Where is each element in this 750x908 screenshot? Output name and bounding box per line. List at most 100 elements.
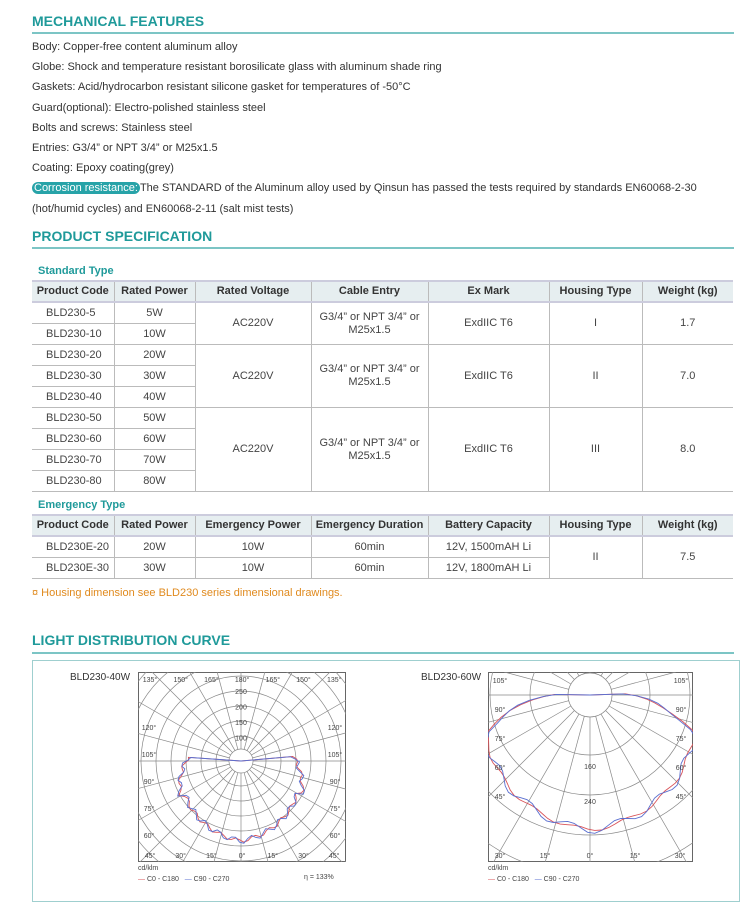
table-cell: G3/4” or NPT 3/4” or M25x1.5 [310, 407, 428, 492]
table-row: BLD230-80 80W [32, 470, 733, 492]
standard-table: Product Code Rated Power Rated Voltage Cabl… [32, 280, 733, 492]
chart-plot [488, 672, 693, 862]
grid-ray [251, 766, 346, 822]
table-cell: 10W [194, 557, 311, 579]
grid-ray [504, 672, 569, 690]
chart-name: BLD230-60W [421, 672, 482, 683]
column-header: Weight (kg) [641, 280, 733, 303]
grid-ray [608, 705, 693, 755]
angle-label: 90° [676, 706, 687, 714]
grid-ray [251, 700, 346, 756]
grid-ray [138, 701, 231, 756]
column-header: Weight (kg) [641, 514, 733, 537]
column-header: Housing Type [548, 280, 642, 303]
curve-c90-c270 [488, 693, 693, 834]
table-row: BLD230-40 40W [32, 386, 733, 408]
angle-label: 45° [145, 852, 156, 860]
feature-line: Gaskets: Acid/hydrocarbon resistant sili… [32, 81, 411, 94]
table-row: BLD230-60 60W [32, 428, 733, 450]
table-row: BLD230-70 70W [32, 449, 733, 471]
angle-label: 45° [495, 793, 506, 801]
table-cell: G3/4” or NPT 3/4” or M25x1.5 [310, 344, 428, 408]
column-header: Product Code [32, 280, 114, 303]
angle-label: 60° [495, 764, 506, 772]
angle-label: 75° [676, 735, 687, 743]
table-row: BLD230-20 20W AC220V G3/4” or NPT 3/4” or M… [32, 344, 733, 408]
feature-line: Bolts and screws: Stainless steel [32, 121, 193, 134]
table-cell: III [548, 407, 642, 492]
chart-plot [138, 672, 346, 862]
grid-ray [249, 769, 343, 862]
unit-label: cd/klm [488, 865, 509, 872]
spec-section: Standard Type Product Code Rated Power Rat… [32, 264, 733, 600]
corrosion-label: Corrosion resistance: [32, 182, 140, 194]
emergency-type-label: Emergency Type [38, 499, 126, 511]
table-row: BLD230-50 50W AC220V G3/4” or NPT 3/4” or M… [32, 407, 733, 492]
angle-label: 60° [144, 832, 155, 840]
table-cell: BLD230-60 [32, 428, 114, 450]
grid-ray [252, 732, 346, 759]
angle-label: 105° [328, 751, 343, 759]
table-cell: 20W [113, 536, 195, 558]
table-cell: 7.5 [641, 536, 733, 579]
angle-label: 180° [235, 676, 250, 684]
angle-label: 150° [296, 676, 311, 684]
grid-ray [139, 769, 233, 862]
table-cell: BLD230E-20 [32, 536, 114, 558]
spec-title: PRODUCT SPECIFICATION [32, 228, 213, 244]
divider [32, 247, 734, 249]
column-header: Rated Power [113, 280, 195, 303]
table-cell: ExdIIC T6 [427, 344, 549, 408]
angle-label: 15° [206, 852, 217, 860]
divider [32, 32, 734, 34]
grid-ray [249, 672, 331, 753]
table-cell: 20W [113, 344, 195, 366]
curve-c90-c270 [177, 756, 305, 844]
grid-ray [488, 705, 572, 755]
angle-label: 105° [674, 677, 689, 685]
legend-c0: C0 - C180 [496, 876, 529, 883]
angle-label: 30° [298, 852, 309, 860]
corrosion-line: Corrosion resistance: The STANDARD of the… [32, 182, 697, 194]
corrosion-text: The STANDARD of the Aluminum alloy used … [139, 182, 697, 194]
column-header: Cable Entry [310, 280, 428, 303]
grid-ray [600, 672, 604, 677]
grid-ray [608, 672, 631, 685]
angle-label: 90° [330, 778, 341, 786]
table-row: BLD230E-30 30W 10W 60min 12V, 1800mAH Li [32, 557, 733, 579]
angle-label: 30° [175, 852, 186, 860]
angle-label: 165° [204, 676, 219, 684]
grid-ray [216, 672, 239, 750]
angle-label: 0° [587, 852, 594, 860]
table-row: BLD230-5 5W AC220V G3/4” or NPT 3/4” or M25… [32, 302, 733, 345]
angle-label: 60° [676, 764, 687, 772]
table-cell: BLD230-70 [32, 449, 114, 471]
table-cell: G3/4” or NPT 3/4” or M25x1.5 [310, 302, 428, 345]
table-cell: 5W [113, 302, 195, 324]
table-cell: 50W [113, 407, 195, 429]
angle-label: 150° [173, 676, 188, 684]
angle-label: 135° [143, 676, 158, 684]
legend-c0: C0 - C180 [146, 876, 179, 883]
angle-label: 90° [144, 778, 155, 786]
legend: — C0 - C180 — C90 - C270 [488, 876, 580, 883]
angle-label: 75° [330, 805, 341, 813]
grid-ray [493, 713, 580, 862]
table-cell: BLD230-20 [32, 344, 114, 366]
grid-ray [243, 672, 266, 750]
table-cell: BLD230-80 [32, 470, 114, 492]
radial-label: 100 [235, 736, 247, 743]
grid-ray [252, 763, 346, 790]
table-cell: ExdIIC T6 [427, 302, 549, 345]
curve-c0-c180 [488, 693, 693, 831]
angle-label: 15° [268, 852, 279, 860]
table-cell: 10W [113, 323, 195, 345]
feature-line: Body: Copper-free content aluminum alloy [32, 41, 238, 53]
light-title: LIGHT DISTRIBUTION CURVE [32, 632, 231, 648]
feature-line: Coating: Epoxy coating(grey) [32, 162, 174, 175]
column-header: Battery Capacity [427, 514, 549, 537]
angle-label: 0° [239, 852, 246, 860]
grid-ray [138, 763, 230, 789]
table-cell: 40W [113, 386, 195, 408]
